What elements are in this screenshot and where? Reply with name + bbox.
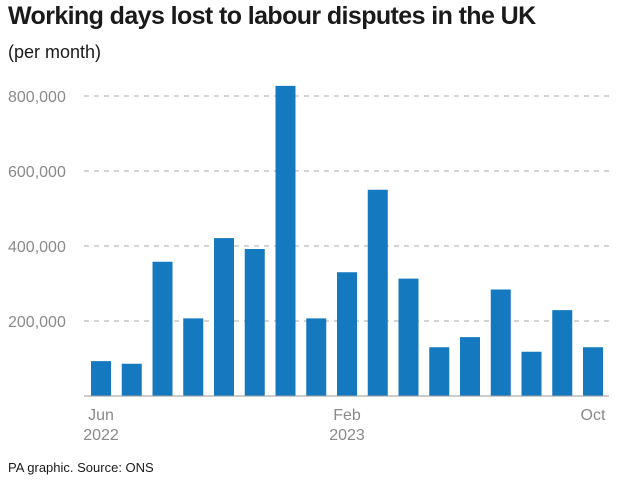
bar-3 xyxy=(183,318,204,396)
y-tick-label: 800,000 xyxy=(8,89,66,106)
chart-title: Working days lost to labour disputes in … xyxy=(8,2,536,30)
bar-4 xyxy=(214,238,234,396)
x-tick-label: Feb xyxy=(333,407,361,424)
bar-10 xyxy=(398,278,419,396)
bar-6 xyxy=(275,85,296,396)
y-tick-labels: 200,000 400,000 600,000 800,000 xyxy=(8,89,66,331)
bar-8 xyxy=(337,272,357,396)
bar-7 xyxy=(306,318,327,396)
bars xyxy=(91,85,603,396)
bar-15 xyxy=(552,310,573,396)
bar-11 xyxy=(429,347,450,396)
bar-9 xyxy=(367,189,388,396)
x-tick-label-year: 2023 xyxy=(329,427,365,444)
chart-subtitle: (per month) xyxy=(8,42,102,62)
x-tick-label-year: 2022 xyxy=(83,427,119,444)
bar-0 xyxy=(91,361,111,396)
bar-14 xyxy=(521,351,542,396)
bar-2 xyxy=(152,261,173,396)
bar-13 xyxy=(490,289,511,396)
y-tick-label: 600,000 xyxy=(8,164,66,181)
y-tick-label: 200,000 xyxy=(8,314,66,331)
x-tick-labels: Jun 2022 Feb 2023 Oct xyxy=(83,407,606,444)
bar-5 xyxy=(244,249,265,396)
x-tick-label: Oct xyxy=(581,407,606,424)
x-tick-label: Jun xyxy=(88,407,114,424)
bar-16 xyxy=(583,347,603,396)
y-tick-label: 400,000 xyxy=(8,239,66,256)
bar-12 xyxy=(460,337,480,396)
source-note: PA graphic. Source: ONS xyxy=(8,460,154,475)
bar-1 xyxy=(121,363,142,396)
